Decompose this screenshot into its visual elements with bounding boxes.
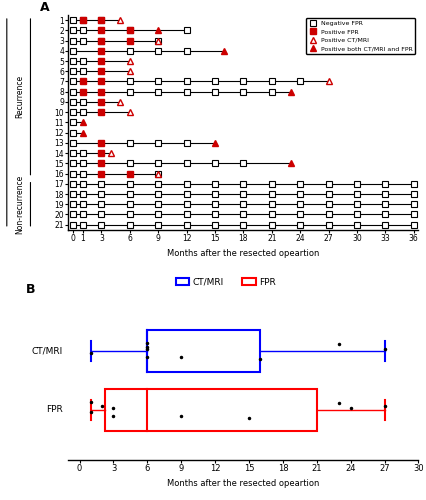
Legend: CT/MRI, FPR: CT/MRI, FPR (172, 274, 279, 290)
Text: B: B (26, 283, 36, 296)
Legend: Negative FPR, Positive FPR, Positive CT/MRI, Positive both CT/MRI and FPR: Negative FPR, Positive FPR, Positive CT/… (305, 18, 414, 54)
Text: Recurrence: Recurrence (15, 76, 24, 118)
X-axis label: Months after the resected opeartion: Months after the resected opeartion (167, 248, 319, 258)
Text: A: A (40, 0, 50, 14)
Text: FPR: FPR (46, 406, 63, 414)
X-axis label: Months after the resected opeartion: Months after the resected opeartion (167, 478, 319, 488)
FancyBboxPatch shape (105, 390, 316, 430)
FancyBboxPatch shape (147, 330, 260, 372)
Text: Non-recurrence: Non-recurrence (15, 174, 24, 234)
Text: CT/MRI: CT/MRI (32, 346, 63, 356)
